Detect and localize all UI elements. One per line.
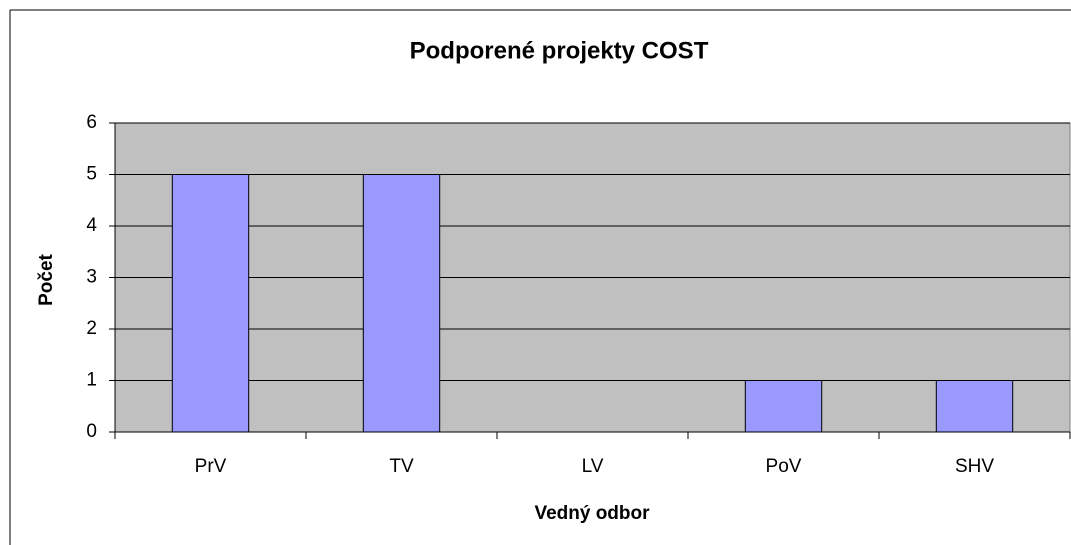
chart-title: Podporené projekty COST	[410, 37, 709, 64]
y-tick-label: 0	[86, 421, 97, 442]
x-axis-label: Vedný odbor	[534, 503, 650, 524]
y-tick-label: 3	[86, 267, 97, 288]
y-tick-label: 2	[86, 318, 97, 339]
y-tick-label: 5	[86, 164, 97, 185]
y-tick-label: 6	[86, 112, 97, 133]
bar	[935, 380, 1014, 433]
y-axis-label: Počet	[36, 253, 57, 305]
y-tick-label: 4	[86, 215, 97, 236]
bar	[744, 380, 823, 433]
x-tick-label: SHV	[955, 456, 994, 477]
x-tick-label: PrV	[195, 456, 227, 477]
y-tick-label: 1	[86, 370, 97, 391]
bar	[171, 174, 250, 433]
x-tick-label: LV	[582, 456, 604, 477]
x-tick-label: PoV	[766, 456, 802, 477]
bar	[362, 174, 441, 433]
x-tick-label: TV	[389, 456, 414, 477]
